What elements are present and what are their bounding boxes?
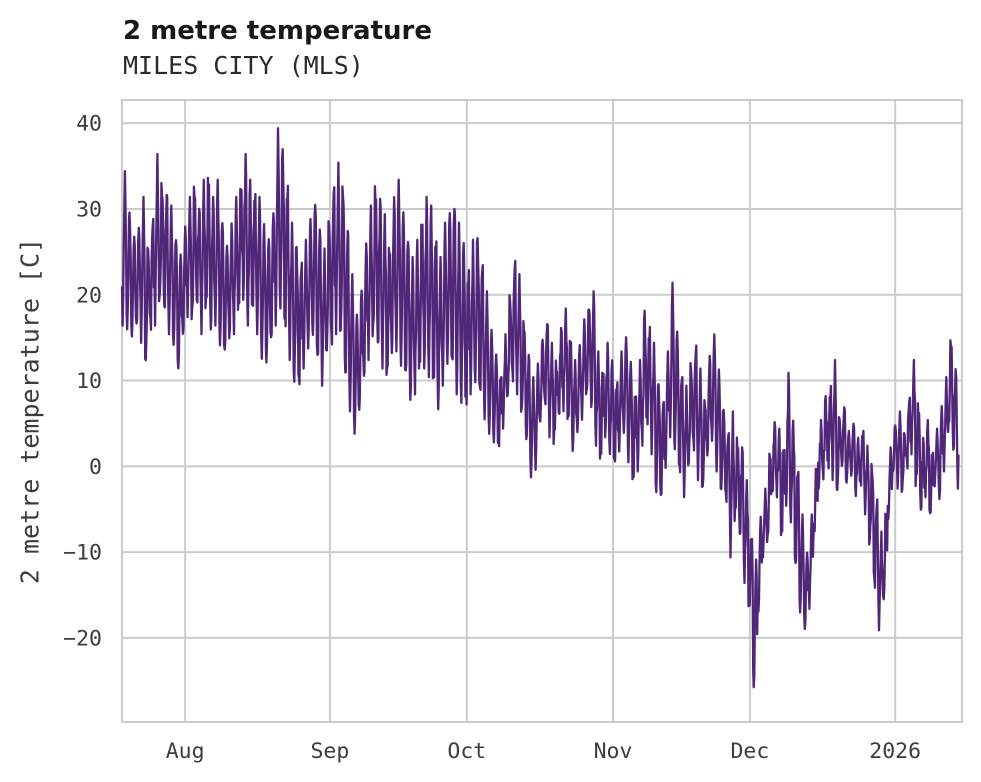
x-tick-label: Nov <box>594 739 633 764</box>
x-tick-label: Sep <box>310 739 349 764</box>
axis-tick-labels: 40 30 20 10 0 −10 −20 Aug Sep Oct Nov Dec 2026 <box>63 112 921 764</box>
plot-border <box>121 99 963 723</box>
y-tick-label: 20 <box>76 283 102 308</box>
y-tick-label: 10 <box>76 369 102 394</box>
x-tick-label: Oct <box>447 739 486 764</box>
x-tick-label: 2026 <box>869 739 921 764</box>
y-tick-label: 40 <box>76 112 102 137</box>
y-tick-label: 0 <box>89 455 102 480</box>
y-tick-label: −20 <box>63 626 102 651</box>
x-tick-label: Dec <box>730 739 769 764</box>
y-tick-label: −10 <box>63 541 102 566</box>
chart-title: 2 metre temperature <box>123 16 432 46</box>
temperature-line <box>120 127 960 689</box>
chart-subtitle: MILES CITY (MLS) <box>123 51 364 80</box>
y-tick-label: 30 <box>76 197 102 222</box>
x-tick-label: Aug <box>166 739 205 764</box>
